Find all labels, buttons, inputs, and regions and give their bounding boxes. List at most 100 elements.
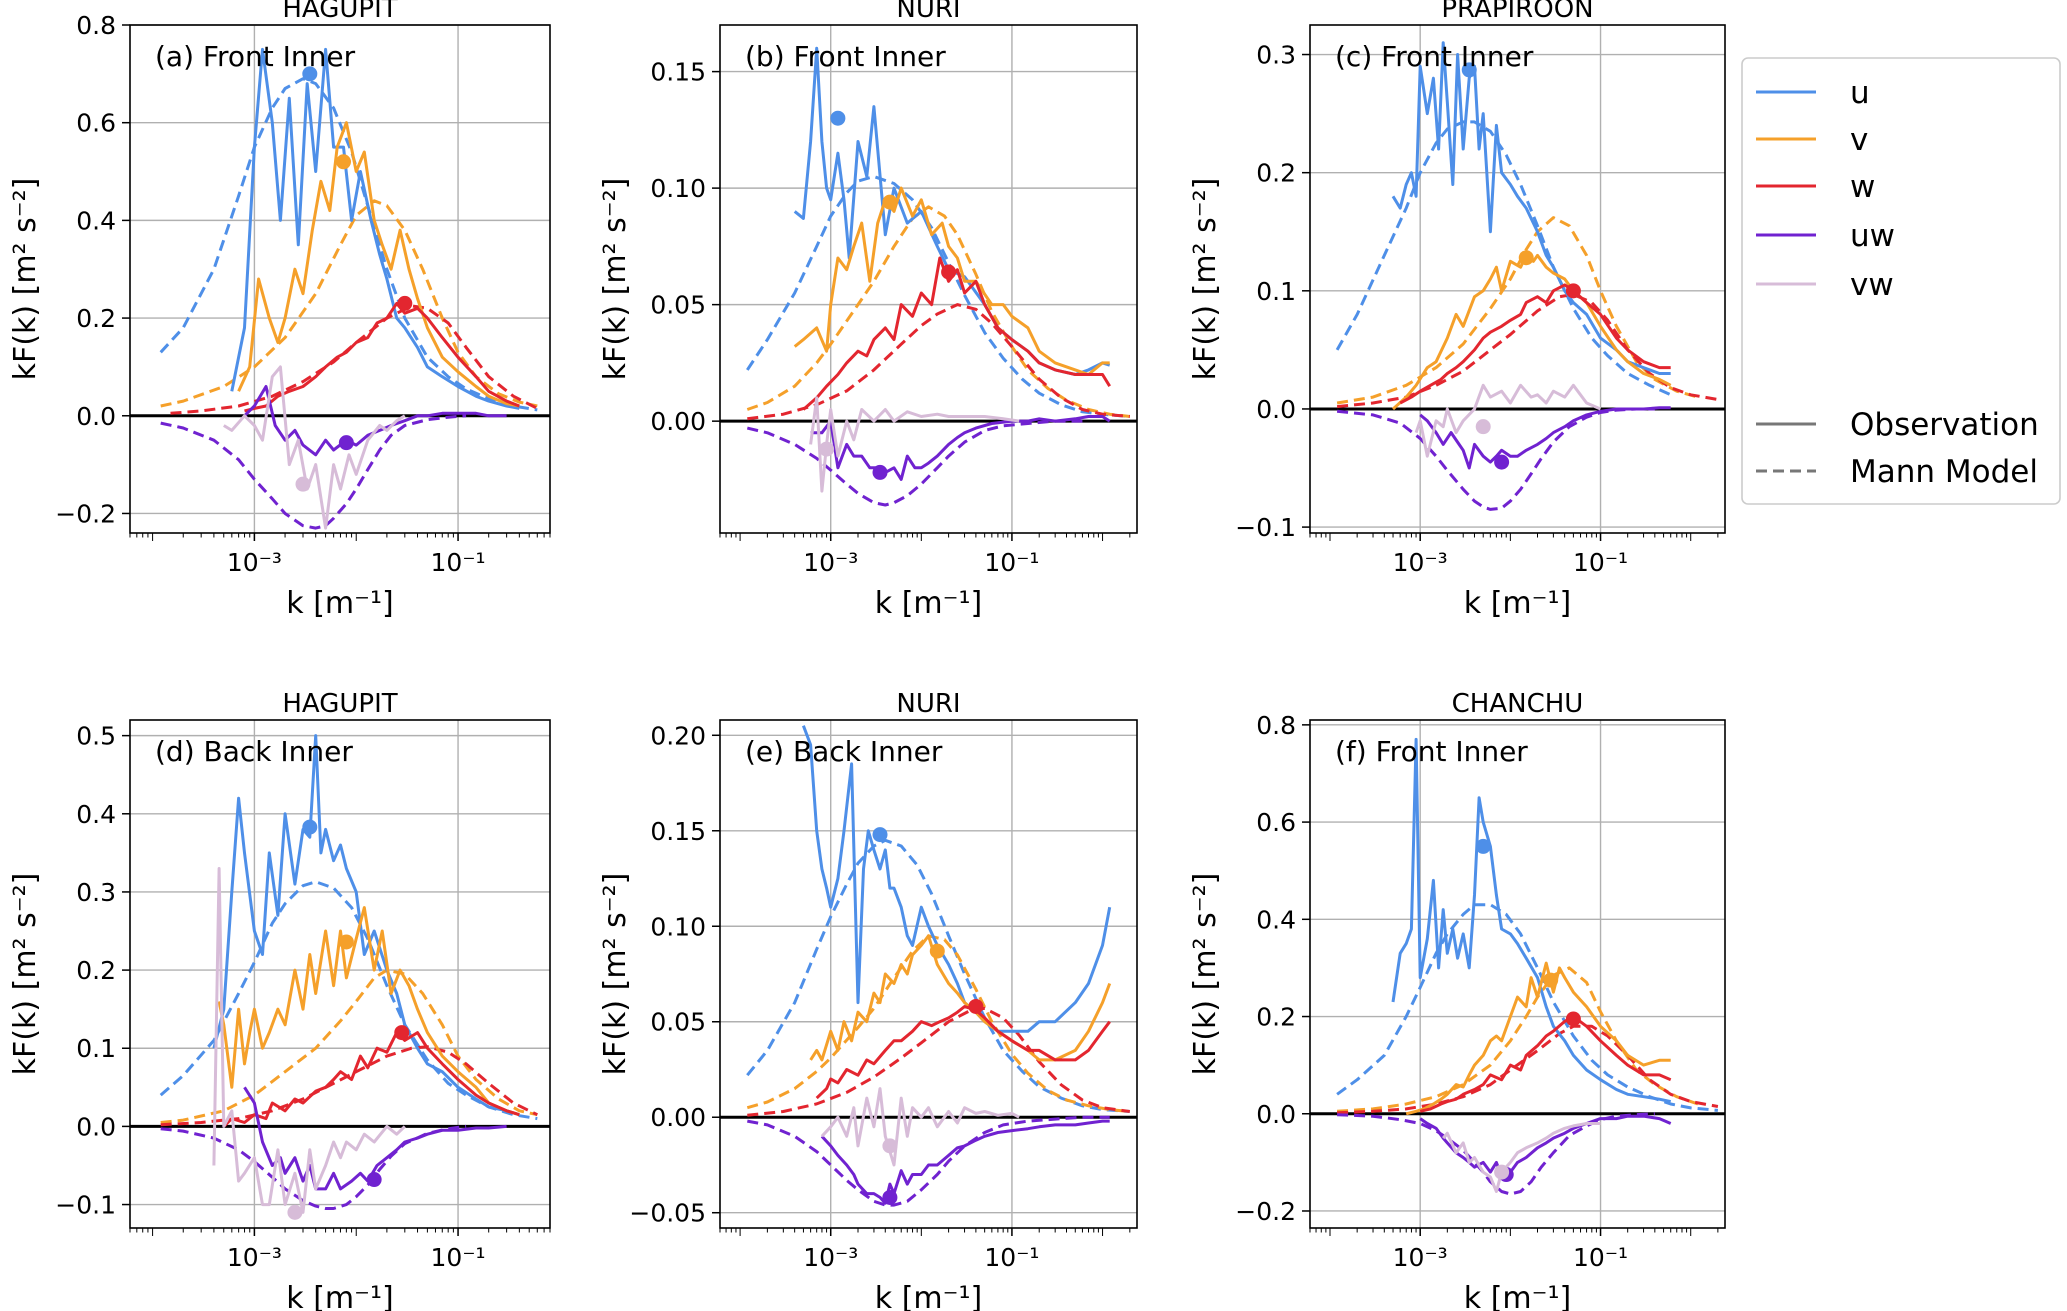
series-uw-observation (820, 1119, 1110, 1205)
peak-marker-uw (882, 1189, 898, 1205)
series-u-observation (793, 46, 1111, 376)
peak-marker-w (968, 998, 984, 1014)
series-u-observation (212, 734, 520, 1117)
x-axis-label: k [m⁻¹] (1464, 586, 1571, 621)
y-tick-label: 0.4 (1256, 905, 1296, 934)
y-tick-label: 0.3 (1256, 41, 1296, 70)
peak-marker-vw (1494, 1164, 1510, 1180)
plot-area (1336, 737, 1719, 1196)
x-tick-label: 10⁻¹ (431, 1243, 486, 1272)
panel-title: NURI (896, 689, 960, 719)
series-v-observation (793, 186, 1110, 376)
y-tick-label: 0.0 (1256, 395, 1296, 424)
series-w-mann (160, 1045, 538, 1127)
peak-marker-w (1565, 1011, 1581, 1027)
y-tick-label: 0.2 (76, 304, 116, 333)
x-tick-label: 10⁻¹ (1573, 548, 1628, 577)
series-w-observation (815, 1005, 1111, 1100)
y-tick-label: −0.1 (55, 1191, 116, 1220)
x-axis-label: k [m⁻¹] (875, 1281, 982, 1311)
x-tick-label: 10⁻³ (227, 548, 282, 577)
panel-5: −0.05 0.00 0.05 0.10 0.15 0.20 10⁻³ 10⁻¹ NURI (e)… (598, 689, 1138, 1311)
series-uw-observation (810, 415, 1111, 481)
y-tick-label: 0.15 (650, 817, 706, 846)
series-uw-observation (243, 385, 507, 457)
axes-frame (719, 24, 1138, 534)
panel-annotation: (a) Front Inner (155, 40, 356, 73)
panel-6: −0.2 0.0 0.2 0.4 0.6 0.8 10⁻³ 10⁻¹ CHANCHU (f) Fr… (1188, 689, 1726, 1311)
peak-marker-v (929, 943, 945, 959)
x-tick-label: 10⁻³ (803, 548, 858, 577)
peak-marker-u (830, 110, 846, 126)
legend-label: vw (1850, 267, 1894, 303)
x-tick-label: 10⁻³ (1393, 1243, 1448, 1272)
y-tick-label: 0.0 (76, 402, 116, 431)
series-w-mann (747, 1006, 1131, 1117)
y-tick-label: 0.2 (1256, 1003, 1296, 1032)
panel-title: HAGUPIT (282, 689, 397, 719)
peak-marker-vw (819, 441, 835, 457)
x-tick-label: 10⁻¹ (984, 1243, 1039, 1272)
series-v-mann (1336, 966, 1699, 1113)
series-u-observation (1391, 737, 1672, 1104)
plot-area (1335, 41, 1719, 511)
x-tick-label: 10⁻³ (803, 1243, 858, 1272)
y-axis-label: kF(k) [m² s⁻²] (1188, 178, 1223, 381)
y-tick-label: 0.0 (1256, 1100, 1296, 1129)
peak-marker-v (882, 194, 898, 210)
y-axis-label: kF(k) [m² s⁻²] (598, 873, 633, 1076)
peak-marker-uw (872, 464, 888, 480)
y-tick-label: 0.00 (650, 1103, 706, 1132)
series-v-mann (746, 934, 1130, 1113)
peak-marker-v (338, 934, 354, 950)
series-uw-observation (1419, 1114, 1672, 1179)
x-tick-label: 10⁻¹ (431, 548, 486, 577)
series-v-observation (1391, 253, 1672, 411)
y-axis-label: kF(k) [m² s⁻²] (598, 178, 633, 381)
panel-title: NURI (896, 0, 960, 24)
y-tick-label: 0.2 (1256, 159, 1296, 188)
legend-label: uw (1850, 218, 1895, 254)
peak-marker-w (394, 1025, 410, 1041)
y-tick-label: 0.8 (1256, 711, 1296, 740)
panel-4: −0.1 0.0 0.1 0.2 0.3 0.4 0.5 10⁻³ 10⁻¹ HAGUPIT (d)… (8, 689, 551, 1311)
peak-marker-vw (1475, 419, 1491, 435)
peak-marker-vw (882, 1138, 898, 1154)
panel-annotation: (c) Front Inner (1335, 40, 1534, 73)
y-tick-label: 0.00 (650, 407, 706, 436)
series-vw-observation (212, 867, 406, 1214)
x-axis-label: k [m⁻¹] (286, 586, 393, 621)
y-tick-label: 0.2 (76, 956, 116, 985)
y-tick-label: 0.3 (76, 878, 116, 907)
series-w-observation (802, 256, 1111, 411)
y-tick-label: 0.6 (76, 109, 116, 138)
y-tick-label: −0.05 (629, 1199, 706, 1228)
x-tick-label: 10⁻¹ (984, 548, 1039, 577)
series-v-observation (809, 934, 1112, 1062)
peak-marker-v (1518, 250, 1534, 266)
peak-marker-w (1565, 283, 1581, 299)
series-uw-observation (243, 1086, 507, 1191)
peak-marker-w (397, 295, 413, 311)
peak-marker-u (302, 66, 318, 82)
y-tick-label: 0.05 (650, 1008, 706, 1037)
series-u-observation (801, 725, 1112, 1033)
series-v-mann (1336, 216, 1699, 405)
panel-annotation: (b) Front Inner (745, 40, 946, 73)
axes-frame (719, 719, 1138, 1229)
series-u-mann (159, 880, 538, 1121)
peak-marker-u (1475, 838, 1491, 854)
series-vw-observation (809, 396, 1020, 493)
series-uw-mann (1337, 1112, 1655, 1196)
legend-label: v (1850, 122, 1868, 158)
panel-title: CHANCHU (1452, 689, 1584, 719)
y-tick-label: 0.10 (650, 174, 706, 203)
series-w-observation (1399, 283, 1671, 405)
peak-marker-vw (295, 476, 311, 492)
series-w-mann (747, 303, 1130, 421)
y-axis-label: kF(k) [m² s⁻²] (8, 873, 43, 1076)
x-tick-label: 10⁻³ (1393, 548, 1448, 577)
y-tick-label: 0.8 (76, 11, 116, 40)
y-tick-label: 0.4 (76, 206, 116, 235)
